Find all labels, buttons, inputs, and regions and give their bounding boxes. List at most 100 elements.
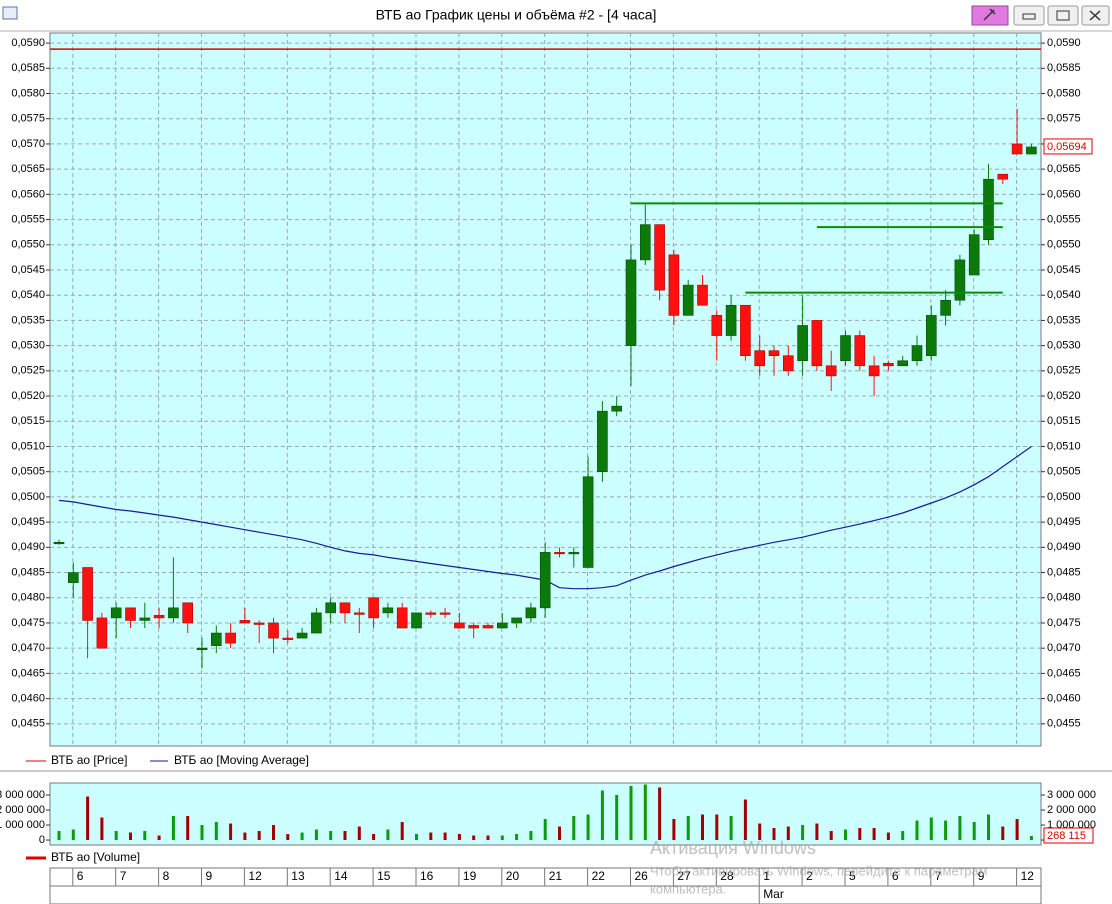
candle-body <box>139 617 151 621</box>
candle-body <box>525 607 537 619</box>
y-tick-label: 0,0565 <box>11 163 45 175</box>
y2-tick-label: 0,0540 <box>1047 289 1081 301</box>
maximize-button[interactable] <box>1047 5 1079 26</box>
volume-tick-label-left: 0 <box>39 834 45 846</box>
maximize-icon <box>1056 10 1070 21</box>
candle-body <box>854 335 866 367</box>
pin-button[interactable] <box>971 5 1009 26</box>
y-tick-label: 0,0540 <box>11 289 45 301</box>
volume-bar <box>672 819 676 841</box>
volume-bar <box>300 832 304 841</box>
volume-bar <box>801 825 805 841</box>
day-label: 21 <box>549 869 563 883</box>
candle-body <box>668 254 680 316</box>
volume-bar <box>229 823 233 841</box>
volume-bar <box>343 831 347 841</box>
current-price-label: 0,05694 <box>1047 141 1087 153</box>
candle-body <box>840 335 851 362</box>
volume-bar <box>586 814 590 841</box>
volume-bar <box>600 790 604 841</box>
y-tick-label: 0,0490 <box>11 541 45 553</box>
candle-body <box>711 315 723 336</box>
y2-tick-label: 0,0490 <box>1047 541 1081 553</box>
close-icon <box>1089 10 1101 21</box>
candle-body <box>825 365 837 377</box>
y2-tick-label: 0,0560 <box>1047 188 1081 200</box>
candle-body <box>168 607 179 619</box>
y2-tick-label: 0,0465 <box>1047 667 1081 679</box>
candle-body <box>454 622 465 629</box>
candle-body <box>740 304 751 357</box>
y-tick-label: 0,0500 <box>11 491 45 503</box>
candle-body <box>439 612 451 615</box>
candle-body <box>396 607 408 629</box>
volume-bar <box>129 832 132 841</box>
candle-body <box>682 284 694 316</box>
y-tick-label: 0,0575 <box>11 113 45 125</box>
volume-bar <box>329 831 333 841</box>
volume-bar <box>543 819 547 841</box>
y2-tick-label: 0,0535 <box>1047 314 1081 326</box>
candle-body <box>211 632 222 646</box>
y-tick-label: 0,0550 <box>11 239 45 251</box>
y2-tick-label: 0,0590 <box>1047 37 1081 49</box>
volume-bar <box>829 831 833 841</box>
volume-bar <box>486 835 490 841</box>
candle-body <box>425 612 437 615</box>
y2-tick-label: 0,0530 <box>1047 340 1081 352</box>
volume-bar <box>214 822 218 841</box>
candle-body <box>597 410 608 472</box>
candle-body <box>125 607 136 621</box>
day-label: 15 <box>377 869 391 883</box>
window-buttons[interactable] <box>971 5 1110 26</box>
volume-tick-label-left: 1 000 000 <box>0 819 45 831</box>
volume-bar <box>715 814 719 841</box>
volume-bar <box>1015 819 1019 841</box>
candle-body <box>468 625 480 629</box>
candle-body <box>339 602 351 614</box>
candle-body <box>725 304 737 336</box>
volume-bar <box>186 816 190 841</box>
y2-tick-label: 0,0515 <box>1047 415 1081 427</box>
pin-icon <box>983 8 996 21</box>
y-tick-label: 0,0535 <box>11 314 45 326</box>
volume-bar <box>257 831 261 841</box>
volume-bar <box>1029 836 1033 841</box>
y2-tick-label: 0,0475 <box>1047 617 1081 629</box>
candle-body <box>925 315 937 357</box>
volume-bar <box>200 825 204 841</box>
day-label: 8 <box>163 869 170 883</box>
day-label: 7 <box>935 869 942 883</box>
day-label: 20 <box>506 869 520 883</box>
volume-bar <box>529 831 533 841</box>
y2-tick-label: 0,0545 <box>1047 264 1081 276</box>
volume-bar <box>629 786 633 841</box>
candle-body <box>639 224 651 261</box>
candle-body <box>82 567 93 621</box>
candle-body <box>697 284 708 306</box>
volume-bar <box>157 835 161 841</box>
volume-bar <box>57 831 61 841</box>
y-tick-label: 0,0560 <box>11 188 45 200</box>
day-label: 9 <box>978 869 985 883</box>
volume-bar <box>86 796 90 841</box>
volume-bar <box>443 832 447 841</box>
y-tick-label: 0,0510 <box>11 440 45 452</box>
candle-body <box>225 632 236 644</box>
y-tick-label: 0,0515 <box>11 415 45 427</box>
volume-bar <box>615 795 619 841</box>
candle-body <box>496 622 508 629</box>
volume-bar <box>958 816 962 841</box>
candle-body <box>625 259 637 346</box>
day-label: 28 <box>720 869 734 883</box>
volume-bar <box>643 784 647 841</box>
candle-body <box>96 617 108 649</box>
volume-tick-label: 3 000 000 <box>1047 789 1096 801</box>
candle-body <box>382 607 394 614</box>
volume-bar <box>472 835 476 841</box>
volume-bar <box>558 826 561 841</box>
minimize-button[interactable] <box>1013 5 1045 26</box>
candle-body <box>768 350 780 357</box>
volume-bar <box>758 823 762 841</box>
